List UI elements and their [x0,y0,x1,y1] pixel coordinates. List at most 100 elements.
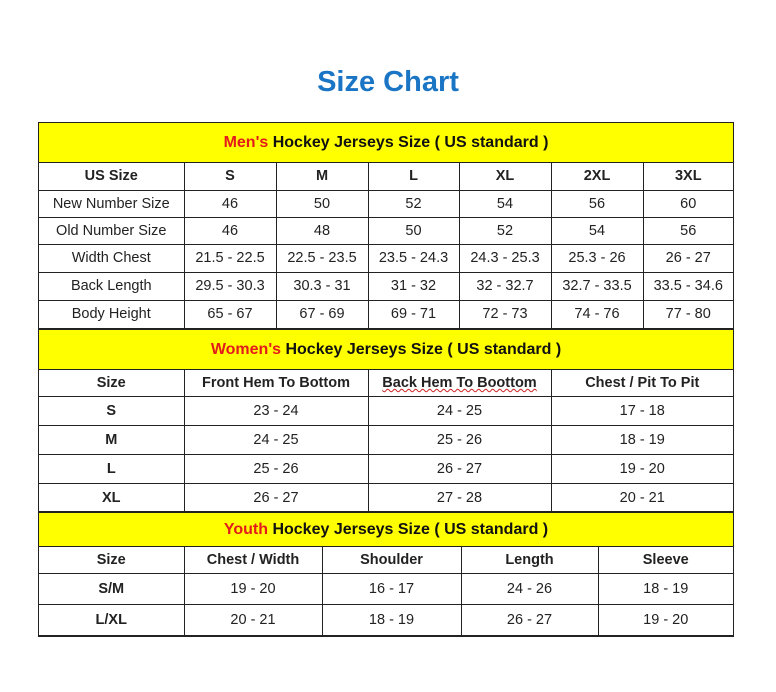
cell: 56 [642,216,733,245]
header-cell: Front Hem To Bottom [183,369,369,397]
cell: 26 - 27 [183,483,369,512]
cell: 56 [550,189,644,218]
row-label: Back Length [39,271,185,301]
header-cell: Back Hem To Boottom [367,369,552,397]
women-banner-highlight: Women's [210,340,282,358]
cell: 26 - 27 [642,243,733,273]
table-row: Back Length 29.5 - 30.3 30.3 - 31 31 - 32 32… [39,271,733,301]
page-title: Size Chart [317,66,459,98]
header-cell: US Size [39,163,185,191]
row-label: S [39,396,185,426]
row-label: L/XL [39,603,185,636]
women-banner-text: Hockey Jerseys Size ( US standard ) [281,340,562,358]
cell: 26 - 27 [367,454,552,484]
cell: 25 - 26 [183,454,369,484]
women-header-row: Size Front Hem To Bottom Back Hem To Boo… [39,369,733,397]
header-cell: Chest / Width [183,547,323,574]
cell: 24 - 25 [367,396,552,426]
men-table: US Size S M L XL 2XL 3XL New Number Size… [39,163,733,329]
table-row: L/XL 20 - 21 18 - 19 26 - 27 19 - 20 [39,603,733,636]
header-cell: Size [39,547,185,574]
cell: 24.3 - 25.3 [458,243,552,273]
table-row: XL 26 - 27 27 - 28 20 - 21 [39,483,733,512]
youth-banner-highlight: Youth [223,521,268,538]
header-cell: Shoulder [321,547,462,574]
cell: 17 - 18 [550,396,733,426]
cell: 25 - 26 [367,425,552,455]
cell: 52 [367,189,460,218]
men-banner-text: Hockey Jerseys Size ( US standard ) [268,134,549,151]
row-label: L [39,454,185,484]
table-row: M 24 - 25 25 - 26 18 - 19 [39,425,733,455]
cell: 46 [183,189,277,218]
header-cell: 2XL [550,163,644,191]
women-banner: Women's Hockey Jerseys Size ( US standar… [39,328,733,370]
cell: 23.5 - 24.3 [367,243,460,273]
header-cell: 3XL [642,163,733,191]
table-row: S/M 19 - 20 16 - 17 24 - 26 18 - 19 [39,572,733,605]
cell: 22.5 - 23.5 [275,243,369,273]
cell: 54 [458,189,552,218]
header-cell: S [183,163,277,191]
cell: 20 - 21 [183,603,323,636]
cell: 50 [367,216,460,245]
header-cell: Chest / Pit To Pit [550,369,733,397]
cell: 25.3 - 26 [550,243,644,273]
table-row: L 25 - 26 26 - 27 19 - 20 [39,454,733,484]
cell: 24 - 25 [183,425,369,455]
table-row: Width Chest 21.5 - 22.5 22.5 - 23.5 23.5 - … [39,243,733,273]
header-cell: Size [39,369,185,397]
cell: 27 - 28 [367,483,552,512]
row-label: S/M [39,572,185,605]
cell: 21.5 - 22.5 [183,243,277,273]
cell: 32 - 32.7 [458,271,552,301]
women-table: Size Front Hem To Bottom Back Hem To Boo… [39,369,733,512]
cell: 46 [183,216,277,245]
cell: 19 - 20 [550,454,733,484]
cell: 65 - 67 [183,299,277,329]
row-label: M [39,425,185,455]
size-chart: Men's Hockey Jerseys Size ( US standard … [38,122,734,637]
header-cell: Length [460,547,599,574]
cell: 19 - 20 [597,603,733,636]
cell: 19 - 20 [183,572,323,605]
cell: 29.5 - 30.3 [183,271,277,301]
row-label: Old Number Size [39,216,185,245]
cell: 67 - 69 [275,299,369,329]
header-cell: XL [458,163,552,191]
row-label: New Number Size [39,189,185,218]
cell: 60 [642,189,733,218]
cell: 26 - 27 [460,603,599,636]
cell: 30.3 - 31 [275,271,369,301]
cell: 18 - 19 [321,603,462,636]
youth-banner-text: Hockey Jerseys Size ( US standard ) [268,521,549,538]
cell: 31 - 32 [367,271,460,301]
table-row: S 23 - 24 24 - 25 17 - 18 [39,396,733,426]
header-cell: Sleeve [597,547,733,574]
cell: 72 - 73 [458,299,552,329]
row-label: Width Chest [39,243,185,273]
cell: 74 - 76 [550,299,644,329]
cell: 23 - 24 [183,396,369,426]
men-header-row: US Size S M L XL 2XL 3XL [39,163,733,191]
cell: 48 [275,216,369,245]
cell: 33.5 - 34.6 [642,271,733,301]
cell: 18 - 19 [550,425,733,455]
cell: 16 - 17 [321,572,462,605]
cell: 18 - 19 [597,572,733,605]
header-cell: M [275,163,369,191]
cell: 54 [550,216,644,245]
youth-table: Size Chest / Width Shoulder Length Sleev… [39,547,733,636]
cell: 50 [275,189,369,218]
row-label: Body Height [39,299,185,329]
table-row: New Number Size 46 50 52 54 56 60 [39,189,733,218]
cell: 77 - 80 [642,299,733,329]
table-row: Body Height 65 - 67 67 - 69 69 - 71 72 - 73 7… [39,299,733,329]
cell: 32.7 - 33.5 [550,271,644,301]
men-banner-highlight: Men's [223,134,269,151]
cell: 69 - 71 [367,299,460,329]
cell: 20 - 21 [550,483,733,512]
row-label: XL [39,483,185,512]
table-row: Old Number Size 46 48 50 52 54 56 [39,216,733,245]
cell: 24 - 26 [460,572,599,605]
